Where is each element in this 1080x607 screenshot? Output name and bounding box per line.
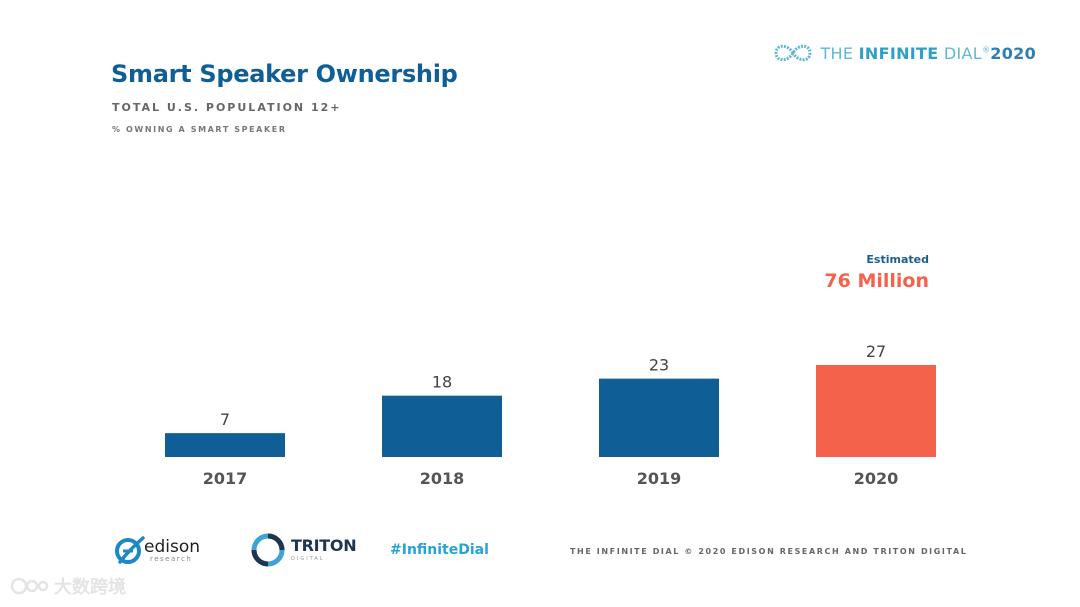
triton-name: TRITON bbox=[291, 536, 357, 555]
annotation-estimated: Estimated bbox=[866, 253, 929, 266]
brand-wordmark: THE INFINITE DIAL®2020 bbox=[820, 44, 1036, 63]
bars-group: 7 2017 18 2018 23 2019 27 2020 bbox=[165, 342, 936, 488]
brand-word-the: THE bbox=[820, 43, 859, 63]
infinity-icon bbox=[774, 44, 812, 62]
bar-2018 bbox=[382, 395, 502, 457]
category-label-2020: 2020 bbox=[854, 469, 899, 488]
bar-value-label-2018: 18 bbox=[432, 373, 452, 392]
brand-word-dial: DIAL bbox=[938, 43, 982, 63]
registered-mark: ® bbox=[981, 45, 991, 55]
bar-2017 bbox=[165, 433, 285, 457]
triton-digital-logo: TRITON DIGITAL bbox=[249, 531, 357, 569]
category-label-2018: 2018 bbox=[420, 469, 465, 488]
edison-research-logo: edison research bbox=[112, 532, 200, 570]
category-label-2019: 2019 bbox=[637, 469, 682, 488]
copyright-text: THE INFINITE DIAL © 2020 EDISON RESEARCH… bbox=[570, 547, 968, 556]
edison-name: edison bbox=[144, 537, 201, 557]
page-title: Smart Speaker Ownership bbox=[111, 60, 458, 88]
bar-2020 bbox=[816, 365, 936, 457]
triton-sub: DIGITAL bbox=[291, 556, 325, 562]
watermark-text: 大数跨境 bbox=[54, 577, 126, 598]
bar-value-label-2019: 23 bbox=[649, 356, 669, 375]
watermark: 大数跨境 bbox=[10, 573, 126, 599]
bar-value-label-2020: 27 bbox=[866, 342, 886, 361]
bar-2019 bbox=[599, 378, 719, 457]
brand-year: 2020 bbox=[990, 43, 1036, 63]
hashtag-link[interactable]: #InfiniteDial bbox=[390, 542, 489, 558]
triton-ring-icon bbox=[251, 533, 285, 567]
edison-swirl-icon bbox=[115, 536, 145, 564]
page-subtitle: TOTAL U.S. POPULATION 12+ bbox=[112, 101, 342, 114]
brand-word-infinite: INFINITE bbox=[858, 43, 939, 63]
bar-value-label-2017: 7 bbox=[220, 410, 230, 429]
watermark-logo-icon bbox=[10, 577, 49, 595]
edison-sub: research bbox=[150, 555, 193, 563]
infinite-dial-logo: THE INFINITE DIAL®2020 bbox=[772, 40, 1036, 66]
annotation-million: 76 Million bbox=[824, 270, 929, 292]
annotation-group: Estimated 76 Million bbox=[824, 253, 929, 292]
category-label-2017: 2017 bbox=[203, 469, 248, 488]
measure-label: % OWNING A SMART SPEAKER bbox=[112, 125, 287, 134]
